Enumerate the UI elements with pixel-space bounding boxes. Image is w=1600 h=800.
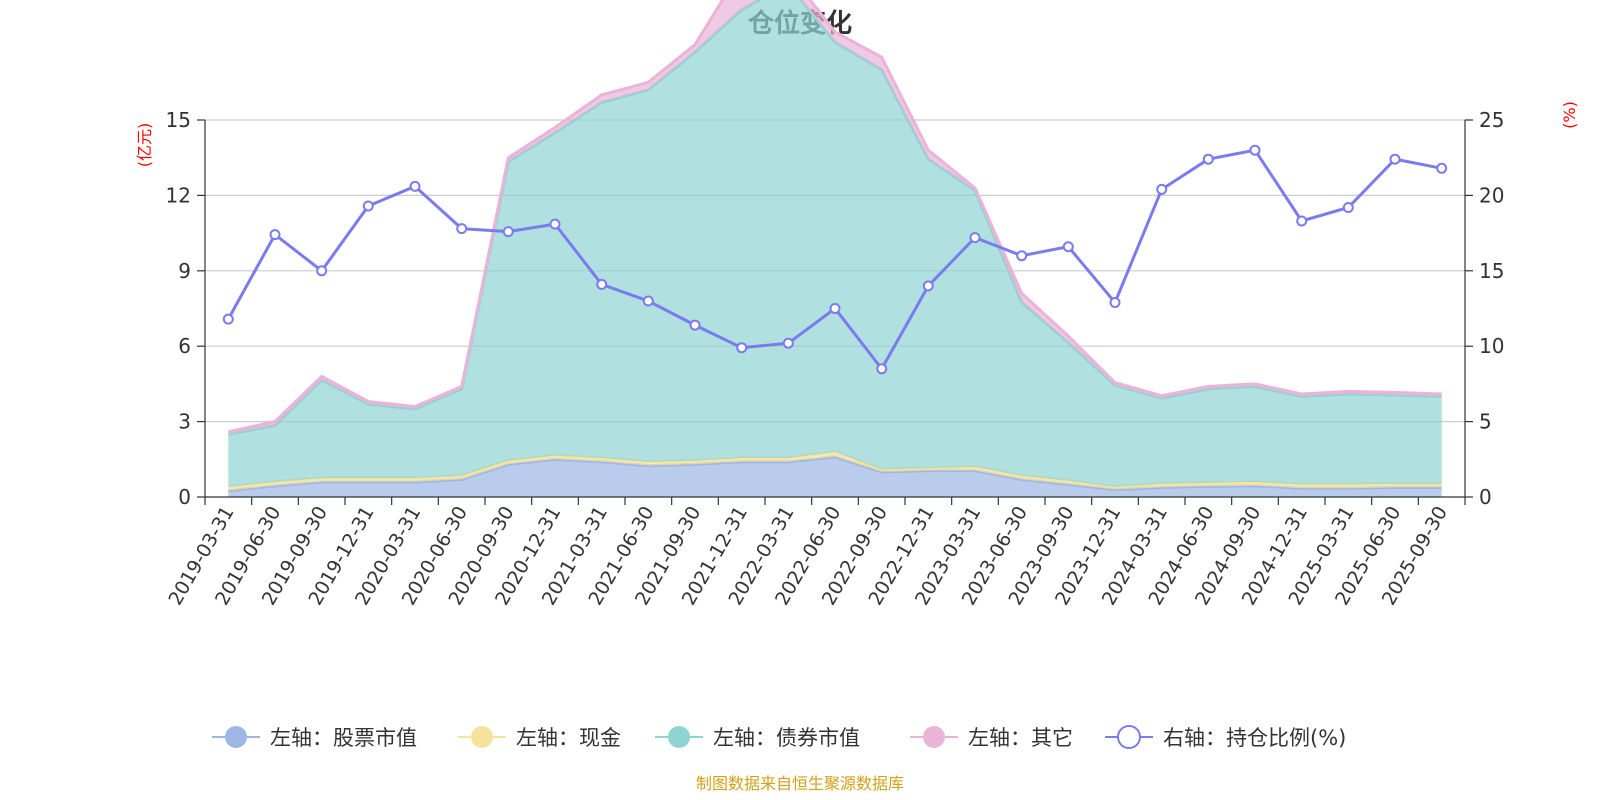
holding-ratio-point [409, 180, 421, 192]
holding-ratio-point [456, 223, 468, 235]
left-axis-label: 15 [166, 108, 191, 132]
legend-label: 左轴：现金 [516, 726, 621, 750]
legend-marker [923, 726, 945, 748]
area-左轴：现金 [228, 451, 1442, 491]
right-axis-label: 0 [1479, 485, 1492, 509]
left-axis-label: 6 [178, 334, 191, 358]
holding-ratio-point [316, 265, 328, 277]
holding-ratio-point [596, 278, 608, 290]
legend-label: 左轴：债券市值 [713, 726, 860, 750]
right-axis-label: 15 [1479, 259, 1504, 283]
left-axis-label: 3 [178, 410, 191, 434]
holding-ratio-point [922, 280, 934, 292]
legend: 左轴：股票市值 左轴：现金 左轴：债券市值 左轴：其它 右轴：持仓比例(%) [212, 725, 1346, 750]
holding-ratio-point [1202, 153, 1214, 165]
holding-ratio-line [222, 144, 1448, 375]
holding-ratio-point [222, 313, 234, 325]
holding-ratio-point [1342, 202, 1354, 213]
right-axis-label: 5 [1479, 410, 1492, 434]
area-edge-左轴：其它 [227, 0, 1442, 434]
holding-ratio-point [549, 218, 561, 230]
legend-marker [1117, 725, 1141, 749]
data-source: 制图数据来自恒生聚源数据库 [696, 774, 904, 793]
holding-ratio-point [876, 363, 888, 375]
left-axis-label: 9 [178, 259, 191, 283]
holding-ratio-point [969, 232, 981, 244]
legend-marker [471, 726, 493, 748]
holding-ratio-point [1389, 153, 1401, 165]
legend-marker [668, 726, 690, 748]
left-axis-label: 12 [166, 183, 191, 207]
holding-ratio-point [736, 342, 748, 354]
legend-label: 左轴：其它 [968, 726, 1073, 750]
area-左轴：债券市值 [228, 0, 1442, 487]
holding-ratio-point [689, 319, 701, 331]
left-axis-label: 0 [178, 485, 191, 509]
holding-ratio-point [1016, 250, 1028, 262]
legend-marker [225, 726, 247, 748]
right-axis-label: 25 [1479, 108, 1504, 132]
right-axis-label: 10 [1479, 334, 1504, 358]
holding-ratio-point [829, 303, 841, 314]
right-axis-unit: (%) [1560, 101, 1579, 129]
holding-ratio-point [502, 226, 514, 238]
holding-ratio-point [782, 337, 794, 349]
holding-ratio-point [1109, 297, 1121, 308]
legend-label: 右轴：持仓比例(%) [1163, 726, 1346, 750]
right-axis-label: 20 [1479, 183, 1504, 207]
holding-ratio-point [1436, 162, 1448, 174]
holding-ratio-point [1156, 183, 1168, 195]
left-axis-unit: (亿元) [135, 123, 154, 168]
holding-ratio-point [642, 295, 654, 307]
holding-ratio-point [1249, 144, 1261, 156]
holding-ratio-point [269, 229, 281, 241]
holding-ratio-point [1296, 215, 1308, 227]
holding-ratio-point [1062, 241, 1074, 253]
area-左轴：股票市值 [228, 456, 1442, 497]
holding-ratio-point [362, 200, 374, 212]
stacked-areas [227, 0, 1442, 497]
legend-label: 左轴：股票市值 [270, 726, 417, 750]
